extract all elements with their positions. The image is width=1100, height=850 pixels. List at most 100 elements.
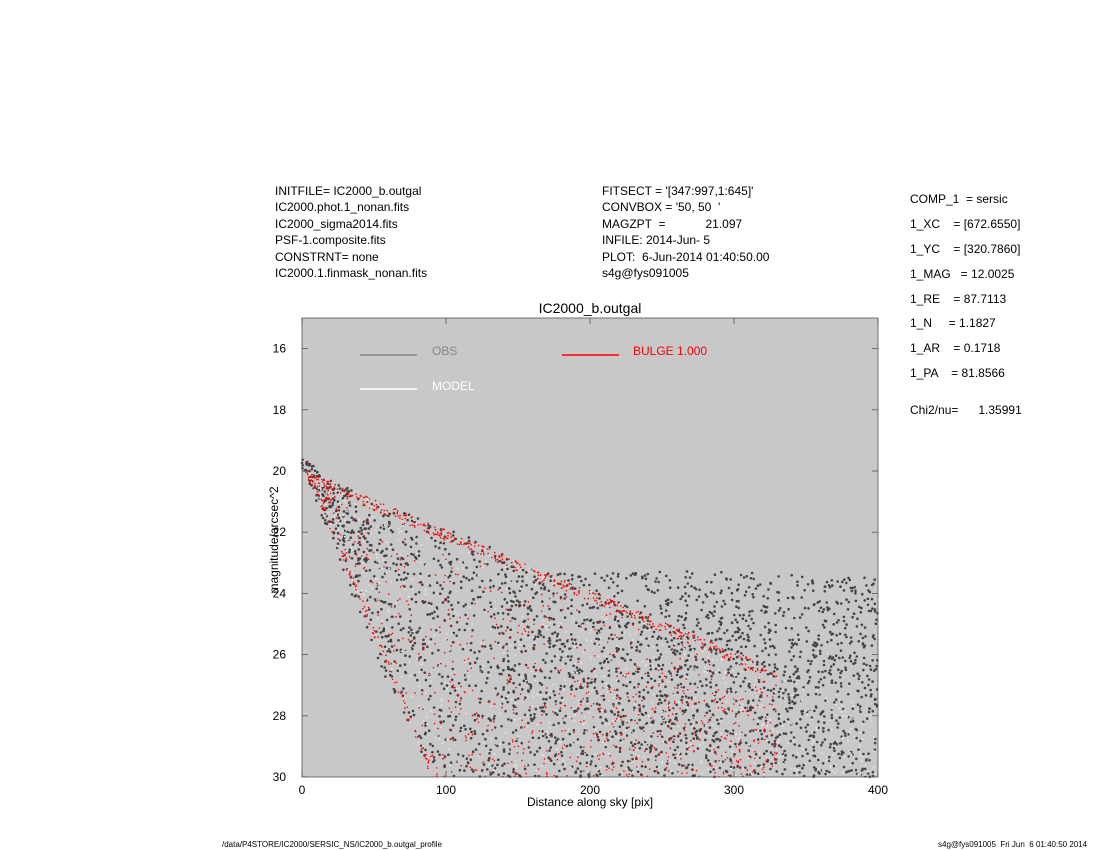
- bulge-point: [510, 675, 512, 678]
- model-point: [685, 675, 688, 678]
- bulge-point: [543, 643, 545, 645]
- obs-point: [420, 668, 423, 672]
- model-point: [528, 567, 531, 569]
- obs-point: [424, 678, 428, 682]
- obs-point: [611, 762, 614, 766]
- obs-point: [699, 627, 702, 631]
- bulge-point: [565, 596, 568, 598]
- bulge-point: [681, 772, 683, 775]
- obs-point: [654, 658, 658, 661]
- bulge-point: [620, 605, 622, 607]
- bulge-point: [439, 631, 441, 633]
- model-point: [848, 730, 851, 732]
- bulge-point: [442, 537, 444, 540]
- model-point: [816, 689, 818, 692]
- obs-point: [694, 702, 697, 705]
- model-point: [646, 646, 649, 648]
- obs-point: [563, 645, 567, 648]
- obs-point: [358, 530, 361, 533]
- model-point: [487, 763, 490, 766]
- model-point: [387, 608, 389, 611]
- bulge-point: [614, 720, 617, 722]
- model-point: [738, 705, 741, 708]
- model-point: [825, 697, 828, 700]
- bulge-point: [521, 759, 523, 762]
- bulge-point: [418, 706, 420, 709]
- obs-point: [553, 655, 557, 658]
- bulge-point: [346, 497, 349, 500]
- obs-point: [694, 587, 698, 591]
- obs-point: [768, 663, 771, 667]
- model-point: [514, 654, 516, 657]
- model-point: [780, 715, 783, 717]
- obs-point: [342, 568, 345, 572]
- bulge-point: [396, 553, 398, 555]
- obs-point: [554, 666, 557, 670]
- obs-point: [503, 762, 506, 766]
- obs-point: [772, 670, 776, 673]
- model-point: [462, 567, 464, 569]
- bulge-point: [434, 691, 436, 694]
- bulge-point: [698, 674, 700, 676]
- obs-point: [500, 725, 503, 728]
- obs-point: [845, 635, 848, 639]
- obs-point: [802, 686, 805, 689]
- model-point: [787, 742, 789, 745]
- obs-point: [656, 637, 659, 641]
- obs-point: [787, 696, 791, 699]
- obs-point: [618, 625, 622, 628]
- obs-point: [621, 708, 625, 712]
- model-point: [712, 695, 715, 698]
- bulge-point: [709, 765, 712, 767]
- obs-point: [718, 698, 722, 701]
- bulge-point: [666, 759, 669, 762]
- obs-point: [659, 653, 663, 656]
- obs-point: [535, 591, 539, 594]
- model-point: [864, 764, 867, 767]
- bulge-point: [769, 722, 772, 724]
- model-point: [504, 566, 506, 569]
- bulge-point: [564, 729, 566, 732]
- obs-point: [506, 700, 510, 704]
- obs-point: [461, 754, 465, 758]
- obs-point: [473, 558, 476, 562]
- model-point: [517, 735, 520, 738]
- obs-point: [633, 742, 637, 746]
- bulge-point: [358, 497, 361, 499]
- bulge-point: [445, 599, 448, 601]
- obs-point: [362, 550, 366, 554]
- bulge-point: [716, 647, 718, 650]
- obs-point: [638, 690, 641, 694]
- obs-point: [656, 649, 660, 652]
- obs-point: [369, 579, 373, 583]
- obs-point: [479, 697, 483, 701]
- obs-point: [418, 734, 421, 738]
- bulge-point: [422, 746, 425, 749]
- model-point: [865, 756, 867, 759]
- obs-point: [494, 687, 498, 690]
- obs-point: [628, 612, 632, 615]
- obs-point: [801, 712, 804, 716]
- obs-point: [522, 679, 526, 683]
- obs-point: [561, 650, 564, 653]
- obs-point: [676, 649, 679, 653]
- obs-point: [486, 563, 489, 566]
- bulge-point: [479, 753, 481, 756]
- bulge-point: [611, 769, 614, 771]
- obs-point: [332, 536, 335, 540]
- model-point: [317, 480, 319, 483]
- obs-point: [680, 698, 683, 702]
- bulge-point: [400, 692, 402, 695]
- obs-point: [859, 610, 863, 614]
- obs-point: [356, 562, 359, 565]
- obs-point: [644, 577, 648, 581]
- obs-point: [826, 606, 829, 609]
- model-point: [464, 755, 467, 758]
- obs-point: [744, 645, 748, 648]
- obs-point: [472, 597, 475, 601]
- obs-point: [464, 613, 467, 617]
- bulge-point: [699, 739, 701, 741]
- bulge-point: [610, 659, 613, 661]
- bulge-point: [313, 477, 316, 479]
- obs-point: [774, 630, 777, 634]
